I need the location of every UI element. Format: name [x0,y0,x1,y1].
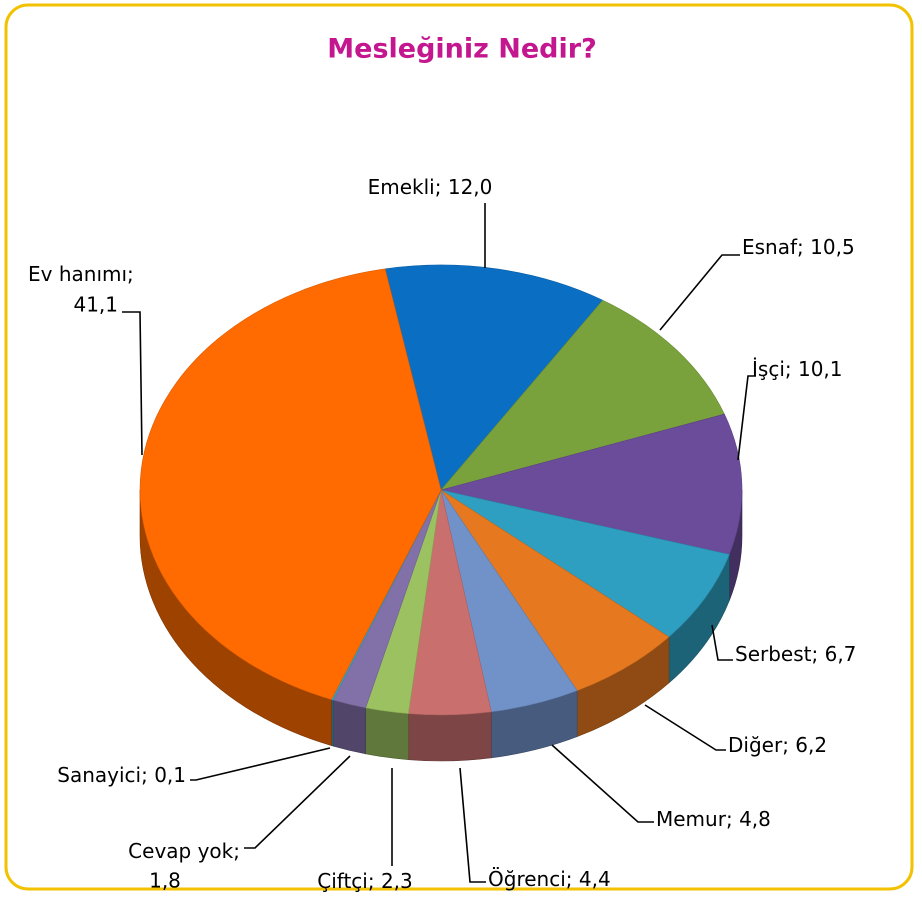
pie-slice-side [365,707,409,761]
chart-title: Mesleğiniz Nedir? [327,34,596,65]
pie-slice [139,268,442,700]
data-label-value: 41,1 [73,293,118,317]
data-label-value: 1,8 [149,869,181,893]
label-value: 4,4 [579,867,611,891]
data-label: Serbest; 6,7 [735,642,856,666]
label-separator: ; [726,807,739,831]
label-separator: ; [566,867,579,891]
data-label: İşçi; 10,1 [752,357,843,381]
leader-line [244,755,351,849]
label-value: 4,8 [739,807,771,831]
data-label: Ev hanımı; [28,262,134,286]
data-label: Memur; 4,8 [656,807,771,831]
pie-slice [440,413,743,555]
pie-slice [384,264,604,491]
pie-tops [139,264,743,716]
label-category: Memur [656,807,727,831]
leader-line [122,311,143,456]
label-value: 2,3 [381,869,413,893]
leader-line [711,624,733,661]
leader-line [459,767,486,883]
label-category: İşçi [752,357,785,381]
label-category: Serbest [735,642,812,666]
label-category: Cevap yok [128,839,233,863]
label-separator: ; [797,235,810,259]
pie-slice [440,489,730,638]
label-value: 12,0 [448,175,493,199]
data-label: Sanayici; 0,1 [57,763,186,787]
pie-slice [440,299,725,491]
label-category: Esnaf [742,235,798,259]
pie-slice [440,489,670,692]
data-label: Çiftçi; 2,3 [317,869,413,893]
data-label: Öğrenci; 4,4 [488,867,611,891]
pie-slice-side [332,699,366,755]
label-separator: ; [368,869,381,893]
label-separator: ; [127,262,134,286]
leader-line [644,704,726,751]
label-category: Emekli [368,175,435,199]
label-value: 10,1 [798,357,843,381]
data-label: Diğer; 6,2 [728,733,827,757]
label-separator: ; [233,839,240,863]
label-value: 6,7 [825,642,857,666]
label-value: 6,2 [795,733,827,757]
label-category: Çiftçi [317,869,368,893]
leader-line [551,744,654,823]
data-labels: Emekli; 12,0 Esnaf; 10,5 İşçi; 10,1 Serbest… [28,175,856,893]
label-category: Öğrenci [488,867,566,891]
data-label: Cevap yok; [128,839,240,863]
label-category: Ev hanımı [28,262,127,286]
label-value: 0,1 [154,763,186,787]
label-separator: ; [435,175,448,199]
leader-line [737,375,756,461]
label-separator: ; [141,763,154,787]
data-label: Esnaf; 10,5 [742,235,855,259]
leader-line [190,747,331,781]
label-value: 10,5 [810,235,855,259]
label-separator: ; [811,642,824,666]
label-separator: ; [785,357,798,381]
leader-line [659,254,740,331]
pie-slice-side [408,711,492,762]
label-category: Sanayici [57,763,141,787]
label-separator: ; [782,733,795,757]
label-category: Diğer [728,733,783,757]
data-label: Emekli; 12,0 [368,175,493,199]
